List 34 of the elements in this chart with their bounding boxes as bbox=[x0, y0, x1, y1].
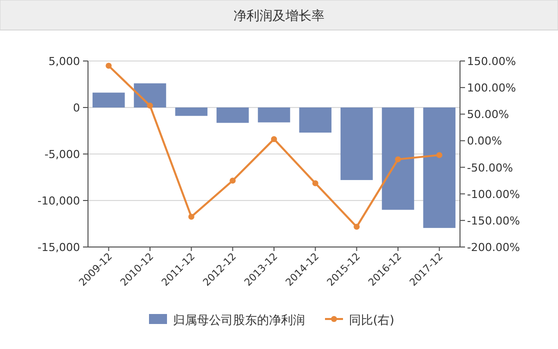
point bbox=[436, 152, 442, 158]
legend-label: 归属母公司股东的净利润 bbox=[173, 313, 305, 327]
y2-tick-label: 100.00% bbox=[467, 82, 516, 95]
point bbox=[106, 62, 112, 69]
y-tick-label: -10,000 bbox=[38, 194, 80, 208]
legend-label: 同比(右) bbox=[349, 313, 394, 327]
bar bbox=[299, 108, 332, 133]
bar bbox=[340, 108, 373, 180]
chart-title: 净利润及增长率 bbox=[234, 8, 324, 24]
y-tick-label: 5,000 bbox=[48, 55, 80, 68]
y2-tick-label: -100.00% bbox=[467, 188, 520, 201]
bar bbox=[382, 108, 414, 210]
y2-tick-label: 50.00% bbox=[467, 108, 509, 122]
point bbox=[147, 102, 153, 109]
y2-tick-label: -50.00% bbox=[467, 161, 513, 174]
y-tick-label: 0 bbox=[73, 102, 80, 114]
bar bbox=[423, 108, 456, 228]
y-tick-label: -15,000 bbox=[38, 241, 80, 254]
point bbox=[230, 178, 236, 184]
bar bbox=[175, 108, 208, 116]
y2-tick-label: 150.00% bbox=[467, 55, 516, 68]
bar bbox=[216, 108, 249, 123]
y-tick-label: -5,000 bbox=[44, 148, 80, 161]
bar bbox=[92, 92, 125, 108]
point bbox=[271, 136, 277, 142]
y2-tick-label: 0.00% bbox=[467, 134, 502, 148]
point bbox=[188, 214, 194, 220]
y2-tick-label: -200.00% bbox=[467, 241, 520, 254]
bar bbox=[134, 83, 166, 108]
point bbox=[395, 156, 401, 162]
y2-tick-label: -150.00% bbox=[467, 214, 520, 228]
bar bbox=[258, 108, 290, 122]
point bbox=[354, 224, 360, 230]
point bbox=[312, 180, 318, 186]
